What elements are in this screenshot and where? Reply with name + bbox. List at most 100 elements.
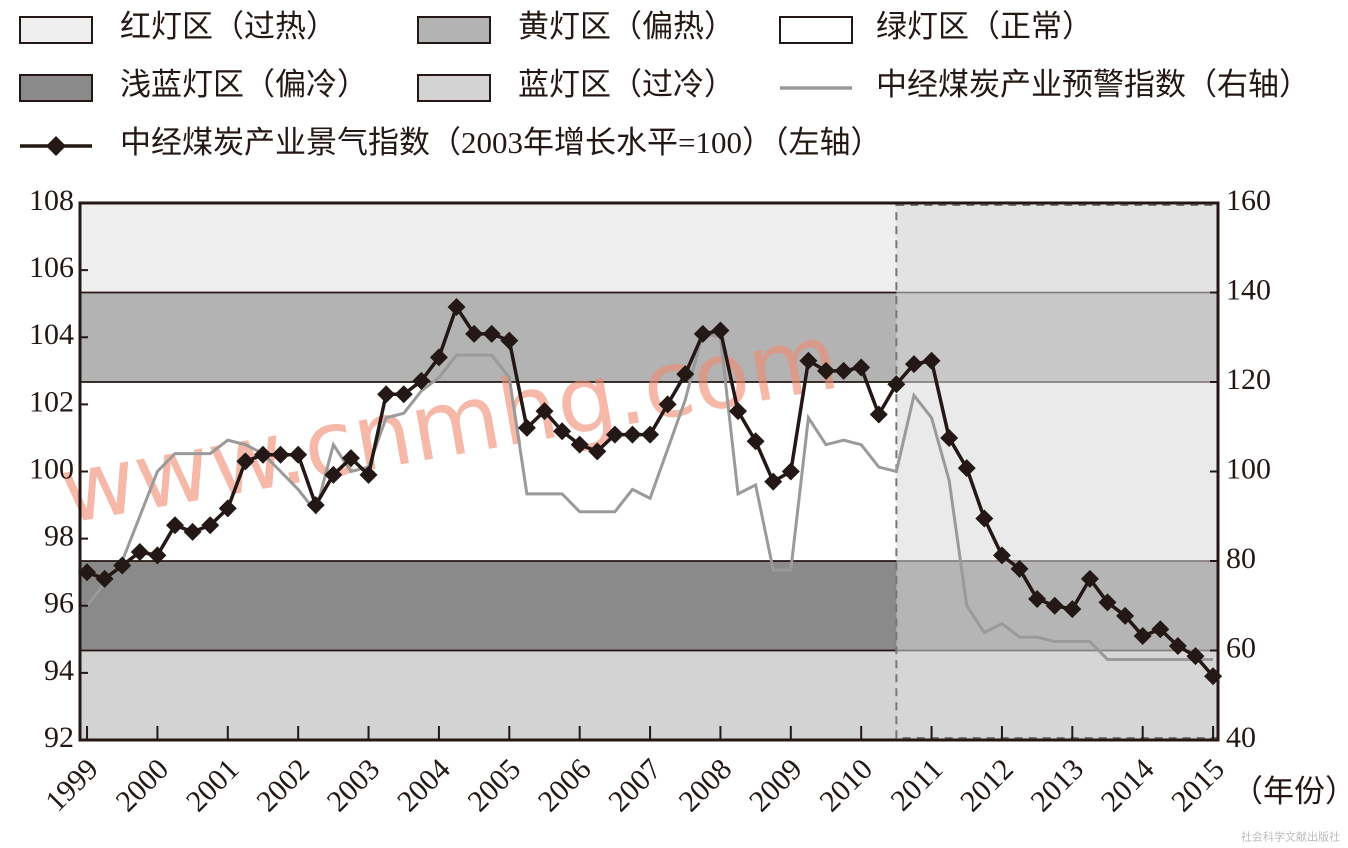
data-point	[887, 375, 906, 394]
legend-label: 蓝灯区（过冷）	[518, 67, 735, 102]
legend-swatch	[779, 16, 853, 44]
data-point	[1010, 559, 1029, 578]
legend-swatch	[417, 74, 491, 102]
legend-label: 红灯区（过热）	[120, 9, 337, 44]
x-tick-label: 2004	[391, 752, 457, 818]
data-point	[1028, 590, 1047, 609]
data-point	[570, 435, 589, 454]
data-point	[1116, 606, 1135, 625]
x-tick-label: 2014	[1095, 752, 1161, 818]
x-tick-label: 2015	[1165, 752, 1231, 818]
y2-tick-label: 80	[1226, 542, 1256, 575]
data-point	[148, 546, 167, 565]
data-point	[113, 556, 132, 575]
y-tick-label: 92	[44, 721, 74, 754]
data-point	[605, 425, 624, 444]
y2-tick-label: 120	[1226, 363, 1271, 396]
data-point	[306, 496, 325, 515]
data-point	[1045, 596, 1064, 615]
y2-tick-label: 40	[1226, 721, 1256, 754]
data-point	[166, 516, 185, 535]
data-point	[183, 522, 202, 541]
data-point	[1168, 637, 1187, 656]
legend-label: 黄灯区（偏热）	[518, 9, 735, 44]
data-point	[201, 516, 220, 535]
data-point	[412, 371, 431, 390]
y2-tick-label: 140	[1226, 273, 1271, 306]
data-point	[500, 331, 519, 350]
x-axis-label: （年份）	[1232, 774, 1348, 809]
data-point	[869, 405, 888, 424]
x-tick-label: 2009	[743, 752, 809, 818]
data-point	[904, 355, 923, 374]
data-point	[781, 462, 800, 481]
data-point	[975, 509, 994, 528]
data-point	[852, 358, 871, 377]
data-point	[130, 543, 149, 562]
legend-swatch	[417, 16, 491, 44]
data-point	[535, 402, 554, 421]
y2-tick-label: 60	[1226, 631, 1256, 664]
data-point	[289, 445, 308, 464]
y2-tick-label: 160	[1226, 184, 1271, 217]
data-point	[359, 465, 378, 484]
x-tick-label: 2000	[109, 752, 175, 818]
data-point	[693, 324, 712, 343]
legend-label: 浅蓝灯区（偏冷）	[120, 67, 368, 102]
x-tick-label: 2011	[884, 752, 949, 817]
data-point	[517, 418, 536, 437]
data-point	[957, 459, 976, 478]
data-point	[394, 385, 413, 404]
data-point	[78, 563, 97, 582]
y-tick-label: 106	[29, 251, 74, 284]
data-point	[253, 445, 272, 464]
data-point	[729, 402, 748, 421]
x-tick-label: 2013	[1024, 752, 1090, 818]
x-tick-label: 2012	[954, 752, 1020, 818]
legend-label: 中经煤炭产业景气指数（2003年增长水平=100）（左轴）	[120, 125, 881, 160]
data-point	[1063, 600, 1082, 619]
publisher-note: 社会科学文献出版社	[1241, 830, 1340, 844]
y2-tick-label: 100	[1226, 452, 1271, 485]
legend-swatch	[19, 16, 93, 44]
legend-label: 中经煤炭产业预警指数（右轴）	[876, 67, 1310, 102]
data-point	[465, 324, 484, 343]
data-point	[588, 442, 607, 461]
y-tick-label: 98	[44, 520, 74, 553]
data-point	[447, 298, 466, 317]
data-point	[623, 425, 642, 444]
data-point	[711, 321, 730, 340]
y-tick-label: 108	[29, 184, 74, 217]
data-point	[816, 361, 835, 380]
data-point	[377, 385, 396, 404]
x-tick-label: 2003	[321, 752, 387, 818]
data-point	[658, 395, 677, 414]
data-point	[236, 452, 255, 471]
data-point	[746, 432, 765, 451]
data-point	[1098, 593, 1117, 612]
x-tick-label: 2006	[532, 752, 598, 818]
y-tick-label: 100	[29, 452, 74, 485]
shaded-period	[895, 204, 1219, 739]
legend-label: 绿灯区（正常）	[876, 9, 1093, 44]
data-point	[799, 351, 818, 370]
x-tick-label: 2005	[461, 752, 527, 818]
data-point	[834, 361, 853, 380]
series-line	[85, 330, 1214, 661]
data-point	[324, 465, 343, 484]
x-tick-label: 2010	[813, 752, 879, 818]
x-tick-label: 2007	[602, 752, 668, 818]
data-point	[1186, 647, 1205, 666]
data-point	[676, 365, 695, 384]
data-point	[553, 422, 572, 441]
data-point	[341, 449, 360, 468]
data-point	[641, 425, 660, 444]
data-point	[218, 499, 237, 518]
legend-swatch	[19, 74, 93, 102]
x-tick-label: 2008	[672, 752, 738, 818]
data-point	[764, 472, 783, 491]
data-point	[940, 428, 959, 447]
data-point	[271, 445, 290, 464]
data-point	[992, 546, 1011, 565]
y-tick-label: 96	[44, 587, 74, 620]
